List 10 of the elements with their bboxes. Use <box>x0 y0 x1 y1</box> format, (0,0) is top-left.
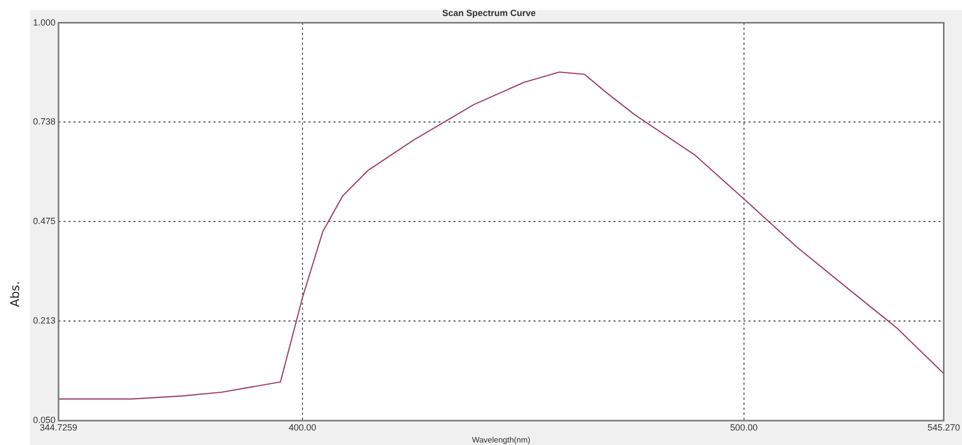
x-tick-label: 500.00 <box>730 422 758 432</box>
y-tick-label: 0.213 <box>32 315 56 326</box>
y-axis-title: Abs. <box>8 281 22 307</box>
y-tick-label: 0.475 <box>32 216 56 226</box>
y-tick-label: 0.738 <box>32 116 56 127</box>
x-tick-label: 400.00 <box>288 422 316 432</box>
y-tick-label: 1.000 <box>32 17 56 28</box>
x-axis-title: Wavelength(nm) <box>472 435 531 444</box>
x-tick-label: 545.270 <box>927 422 960 432</box>
chart-title: Scan Spectrum Curve <box>442 8 536 18</box>
